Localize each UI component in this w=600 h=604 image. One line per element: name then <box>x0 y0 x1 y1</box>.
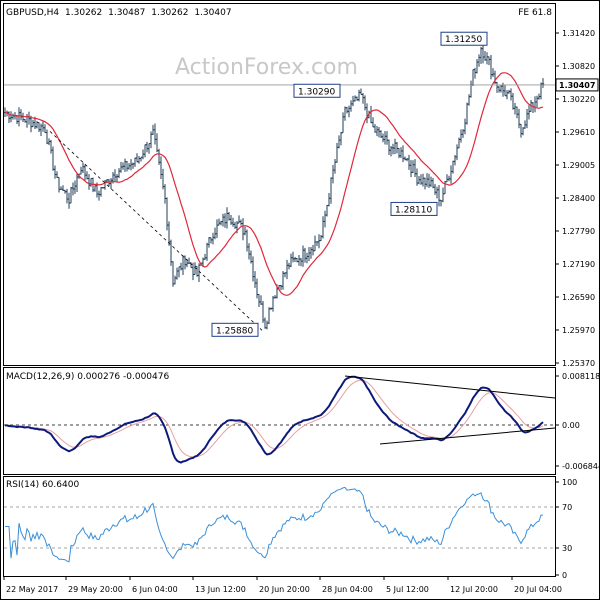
ohlc-open: 1.30262 <box>65 8 102 18</box>
rsi-line <box>5 486 543 563</box>
macd-axis-tick-label: 0.00 <box>562 421 580 430</box>
watermark: ActionForex.com <box>175 55 358 80</box>
diagonal-dashed-line <box>49 131 263 331</box>
price-axis-tick-label: 1.30220 <box>562 95 595 104</box>
rsi-panel-frame <box>3 476 556 577</box>
price-axis-tick-label: 1.29610 <box>562 128 595 137</box>
rsi-axis-tick-label: 100 <box>562 478 577 487</box>
rsi-label: RSI(14) 60.6400 <box>6 480 79 490</box>
price-annotation-box <box>293 83 341 98</box>
symbol-label: GBPUSD,H4 <box>6 8 59 18</box>
macd-trendline-upper <box>344 375 556 399</box>
x-axis-tick-label: 13 Jun 12:00 <box>195 585 246 594</box>
macd-trendline-lower <box>379 427 556 445</box>
price-annotation-box <box>390 201 438 216</box>
rsi-axis-tick-label: 0 <box>562 571 567 580</box>
x-axis-tick-label: 29 May 20:00 <box>68 585 123 594</box>
chart-content: 1.31420 1.30820 1.30220 1.29610 1.29005 1.284… <box>3 29 600 594</box>
current-price-box <box>555 78 599 92</box>
price-annotation-label: 1.28110 <box>395 205 432 215</box>
price-axis-tick-label: 1.25370 <box>562 359 595 368</box>
price-axis-tick-label: 1.31420 <box>562 29 595 38</box>
x-axis-tick-label: 6 Jun 04:00 <box>132 585 178 594</box>
macd-label: MACD(12,26,9) 0.000276 -0.000476 <box>6 372 169 382</box>
x-axis-tick-label: 22 May 2017 <box>6 585 58 594</box>
rsi-axis-tick-label: 70 <box>562 503 572 512</box>
ohlc-low: 1.30262 <box>151 8 188 18</box>
x-axis-tick-label: 20 Jun 20:00 <box>259 585 310 594</box>
price-panel-frame <box>3 3 556 366</box>
price-annotation-label: 1.30290 <box>298 87 335 97</box>
macd-axis-tick-label: 0.008118 <box>562 372 600 381</box>
macd-panel-frame <box>3 367 556 475</box>
current-price-label: 1.30407 <box>559 81 595 90</box>
x-axis-tick-label: 20 Jul 04:00 <box>514 585 562 594</box>
x-axis-tick-label: 28 Jun 04:00 <box>322 585 373 594</box>
price-annotation-label: 1.25880 <box>216 326 253 336</box>
ohlc-high: 1.30487 <box>108 8 145 18</box>
price-annotation-box <box>440 31 488 46</box>
macd-signal-line <box>5 379 544 458</box>
macd-main-line <box>5 375 544 464</box>
price-axis-tick-label: 1.25970 <box>562 326 595 335</box>
symbol-title: GBPUSD,H4 1.30262 1.30487 1.30262 1.3040… <box>6 8 232 18</box>
price-axis-tick-label: 1.26590 <box>562 293 595 302</box>
macd-axis-tick-label: -0.006844 <box>562 462 600 471</box>
x-axis-tick-label: 5 Jul 12:00 <box>386 585 429 594</box>
price-axis-tick-label: 1.27790 <box>562 227 595 236</box>
price-axis-tick-label: 1.27190 <box>562 260 595 269</box>
price-annotation-box <box>211 322 259 337</box>
moving-average-line <box>4 72 544 296</box>
x-axis-tick-label: 12 Jul 20:00 <box>450 585 498 594</box>
price-axis-tick-label: 1.29005 <box>562 161 595 170</box>
ohlc-close: 1.30407 <box>194 8 231 18</box>
price-axis-tick-label: 1.28400 <box>562 194 595 203</box>
price-axis-tick-label: 1.30820 <box>562 62 595 71</box>
fe-label: FE 61.8 <box>518 8 552 18</box>
rsi-axis-tick-label: 30 <box>562 544 572 553</box>
price-annotation-label: 1.31250 <box>445 35 482 45</box>
